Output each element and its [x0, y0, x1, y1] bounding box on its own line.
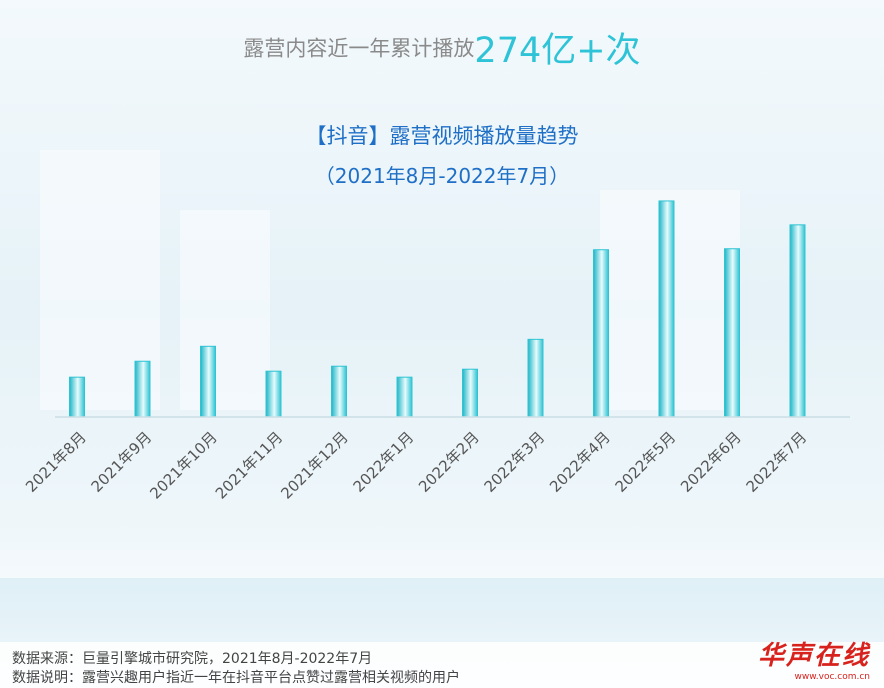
x-tick-label: 2021年11月: [212, 428, 286, 502]
bar-2: [134, 360, 151, 418]
x-tick-label: 2021年12月: [277, 428, 351, 502]
headline: 露营内容近一年累计播放274亿+次: [0, 22, 884, 73]
bar-9: [593, 249, 609, 418]
x-tick-label: 2022年1月: [350, 428, 418, 496]
x-tick-label: 2022年7月: [743, 428, 811, 496]
footnote-source: 数据来源：巨量引擎城市研究院，2021年8月-2022年7月: [12, 651, 373, 667]
footnote-note: 数据说明：露营兴趣用户指近一年在抖音平台点赞过露营相关视频的用户: [12, 670, 460, 686]
bar-10: [658, 200, 675, 418]
logo-mark: 华声在线: [757, 641, 870, 671]
x-tick-label: 2022年6月: [677, 428, 745, 496]
background-building: [180, 210, 270, 410]
headline-prefix: 露营内容近一年累计播放: [243, 36, 475, 61]
chart-title: 【抖音】露营视频播放量趋势: [305, 124, 579, 148]
x-tick-label: 2021年9月: [88, 428, 156, 496]
bar-7: [462, 368, 478, 418]
background-wave-light: [0, 642, 884, 688]
bar-6: [396, 376, 413, 418]
bar-4: [265, 370, 282, 418]
logo: 华声在线 www.voc.com.cn: [758, 635, 870, 682]
x-tick-label: 2022年5月: [612, 428, 680, 496]
x-tick-label: 2022年2月: [415, 428, 483, 496]
chart-subtitle: （2021年8月-2022年7月）: [314, 164, 570, 188]
x-tick-label: 2022年3月: [481, 428, 549, 496]
bar-12: [789, 224, 806, 418]
bar-8: [527, 338, 544, 418]
bar-11: [724, 248, 740, 418]
logo-url: www.voc.com.cn: [794, 672, 871, 682]
x-tick-label: 2022年4月: [546, 428, 614, 496]
x-tick-label: 2021年10月: [146, 428, 220, 502]
x-tick-label: 2021年8月: [22, 428, 90, 496]
headline-highlight: 274亿+次: [474, 31, 641, 71]
bar-1: [69, 376, 85, 418]
bar-3: [200, 345, 216, 418]
bar-5: [331, 365, 347, 418]
